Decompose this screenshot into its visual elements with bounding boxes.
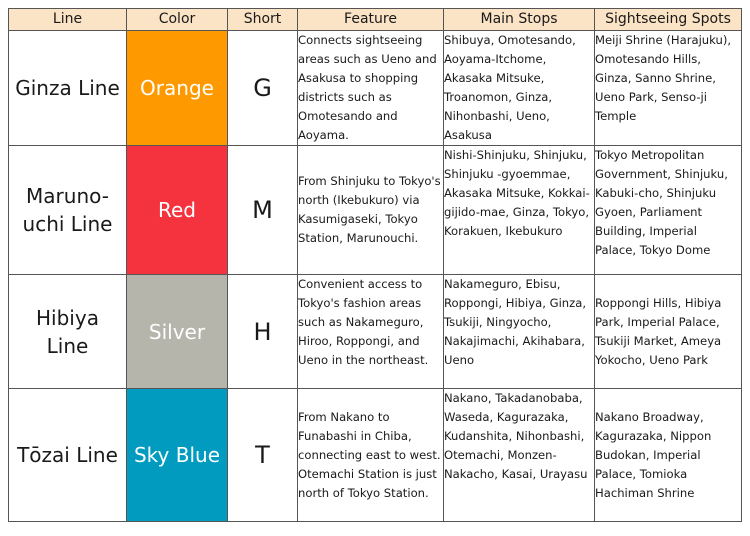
- line-main-stops: Shibuya, Omotesando, Aoyama-Itchome, Aka…: [443, 30, 595, 146]
- header-line: Line: [8, 8, 127, 31]
- subway-lines-table: Line Color Short Feature Main Stops Sigh…: [8, 8, 742, 522]
- line-sightseeing-spots: Nakano Broadway, Kagurazaka, Nippon Budo…: [594, 388, 742, 522]
- line-main-stops: Nakano, Takadanobaba, Waseda, Kagurazaka…: [443, 388, 595, 522]
- line-main-stops: Nakameguro, Ebisu, Roppongi, Hibiya, Gin…: [443, 274, 595, 389]
- header-feature: Feature: [297, 8, 444, 31]
- header-main-stops: Main Stops: [443, 8, 595, 31]
- table-row-ginza: Ginza Line Orange G Connects sightseeing…: [8, 30, 742, 146]
- line-name: Maruno-uchi Line: [8, 145, 127, 275]
- line-feature: Convenient access to Tokyo's fashion are…: [297, 274, 444, 389]
- table-row-tozai: Tōzai Line Sky Blue T From Nakano to Fun…: [8, 388, 742, 522]
- line-sightseeing-spots: Meiji Shrine (Harajuku), Omotesando Hill…: [594, 30, 742, 146]
- line-name-text: Maruno-uchi Line: [22, 184, 113, 236]
- line-name: Ginza Line: [8, 30, 127, 146]
- line-short-code: T: [227, 388, 298, 522]
- table-row-hibiya: Hibiya Line Silver H Convenient access t…: [8, 274, 742, 389]
- line-color-swatch: Orange: [126, 30, 228, 146]
- line-name: Hibiya Line: [8, 274, 127, 389]
- line-name: Tōzai Line: [8, 388, 127, 522]
- line-feature: Connects sightseeing areas such as Ueno …: [297, 30, 444, 146]
- line-sightseeing-spots: Tokyo Metropolitan Government, Shinjuku,…: [594, 145, 742, 275]
- line-short-code: H: [227, 274, 298, 389]
- line-feature: From Nakano to Funabashi in Chiba, conne…: [297, 388, 444, 522]
- line-main-stops: Nishi-Shinjuku, Shinjuku, Shinjuku -gyoe…: [443, 145, 595, 275]
- table-header: Line Color Short Feature Main Stops Sigh…: [8, 8, 742, 31]
- line-color-swatch: Red: [126, 145, 228, 275]
- header-sightseeing-spots: Sightseeing Spots: [594, 8, 742, 31]
- line-feature: From Shinjuku to Tokyo's north (Ikebukur…: [297, 145, 444, 275]
- line-sightseeing-spots: Roppongi Hills, Hibiya Park, Imperial Pa…: [594, 274, 742, 389]
- table-row-marunouchi: Maruno-uchi Line Red M From Shinjuku to …: [8, 145, 742, 275]
- line-color-swatch: Silver: [126, 274, 228, 389]
- line-short-code: M: [227, 145, 298, 275]
- header-color: Color: [126, 8, 228, 31]
- line-name-text: Hibiya Line: [36, 305, 99, 358]
- line-short-code: G: [227, 30, 298, 146]
- header-short: Short: [227, 8, 298, 31]
- line-color-swatch: Sky Blue: [126, 388, 228, 522]
